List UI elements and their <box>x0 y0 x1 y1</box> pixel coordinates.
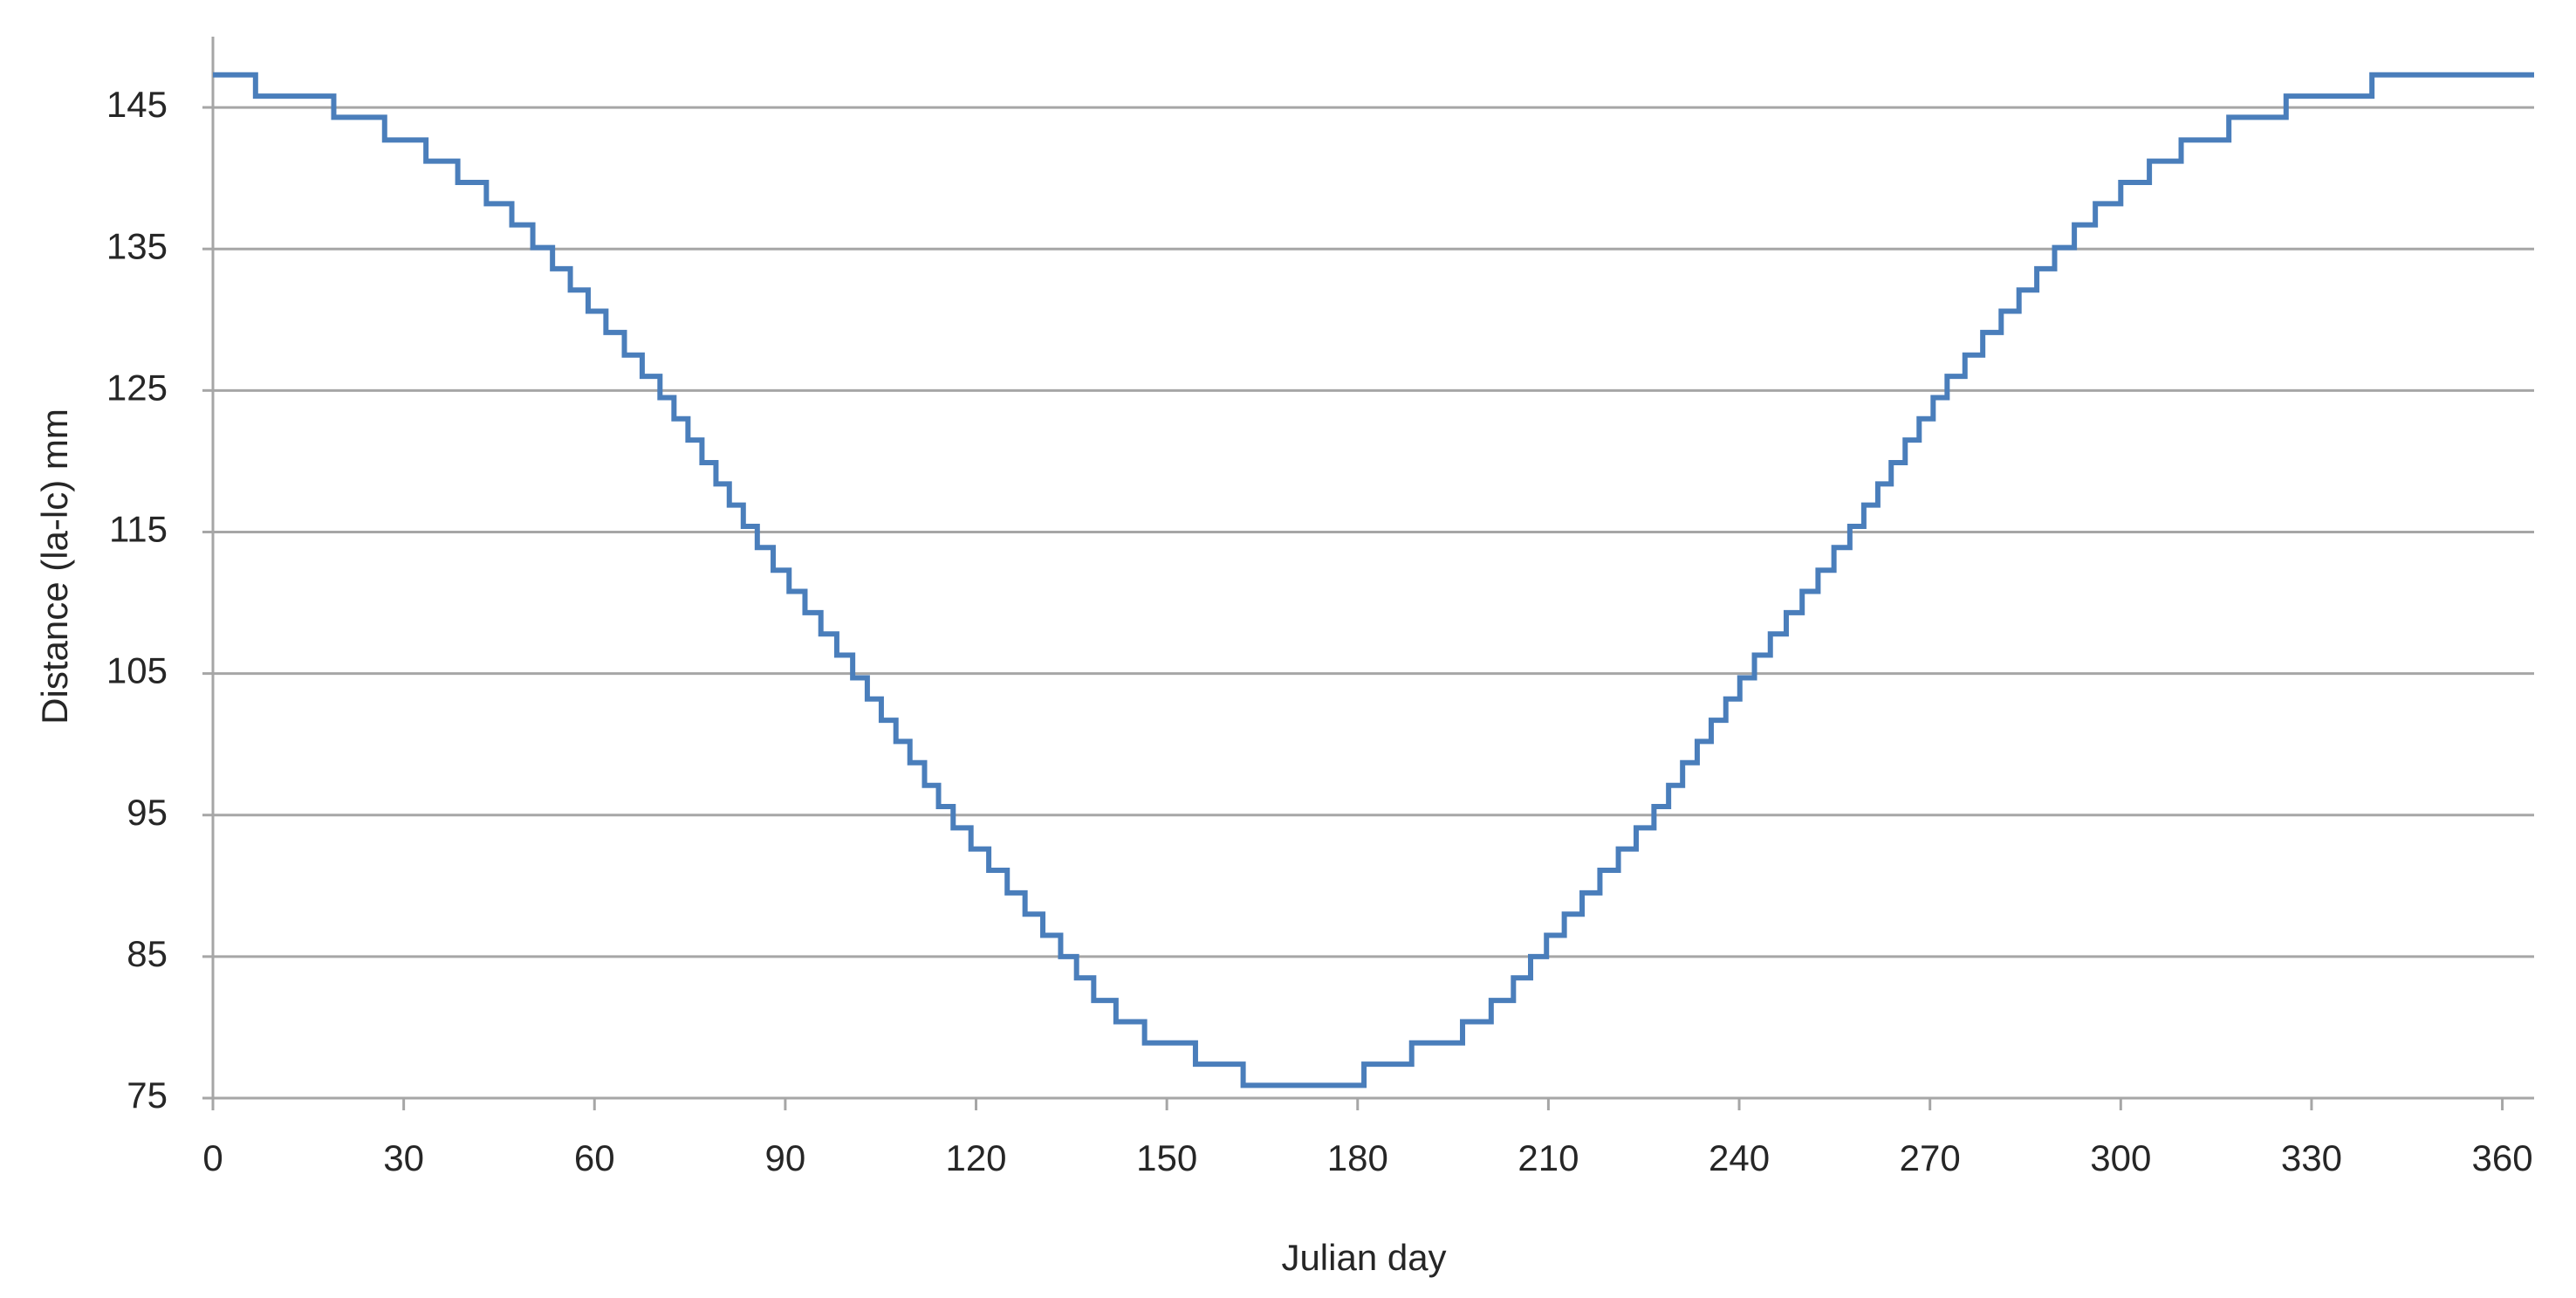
y-axis-title: Distance (la-lc) mm <box>34 409 75 725</box>
y-tick-label: 75 <box>127 1075 168 1116</box>
x-tick-label: 360 <box>2472 1137 2533 1178</box>
x-tick-label: 270 <box>1900 1137 1961 1178</box>
x-axis-title: Julian day <box>1281 1237 1446 1278</box>
data-line <box>213 72 2534 1089</box>
x-tick-label: 0 <box>202 1137 223 1178</box>
x-tick-label: 210 <box>1518 1137 1579 1178</box>
x-tick-label: 60 <box>574 1137 615 1178</box>
x-tick-label: 150 <box>1136 1137 1197 1178</box>
x-tick-label: 30 <box>383 1137 424 1178</box>
x-tick-label: 330 <box>2281 1137 2342 1178</box>
y-tick-label: 95 <box>127 792 168 833</box>
y-tick-label: 125 <box>106 367 168 408</box>
x-tick-label: 90 <box>765 1137 806 1178</box>
y-tick-label: 115 <box>109 509 168 550</box>
x-tick-label: 300 <box>2090 1137 2151 1178</box>
y-tick-label: 85 <box>127 933 168 974</box>
y-tick-label: 135 <box>106 225 168 266</box>
y-tick-label: 105 <box>106 650 168 691</box>
y-tick-label: 145 <box>106 84 168 125</box>
x-tick-label: 180 <box>1327 1137 1388 1178</box>
x-tick-label: 120 <box>945 1137 1006 1178</box>
x-tick-label: 240 <box>1709 1137 1770 1178</box>
